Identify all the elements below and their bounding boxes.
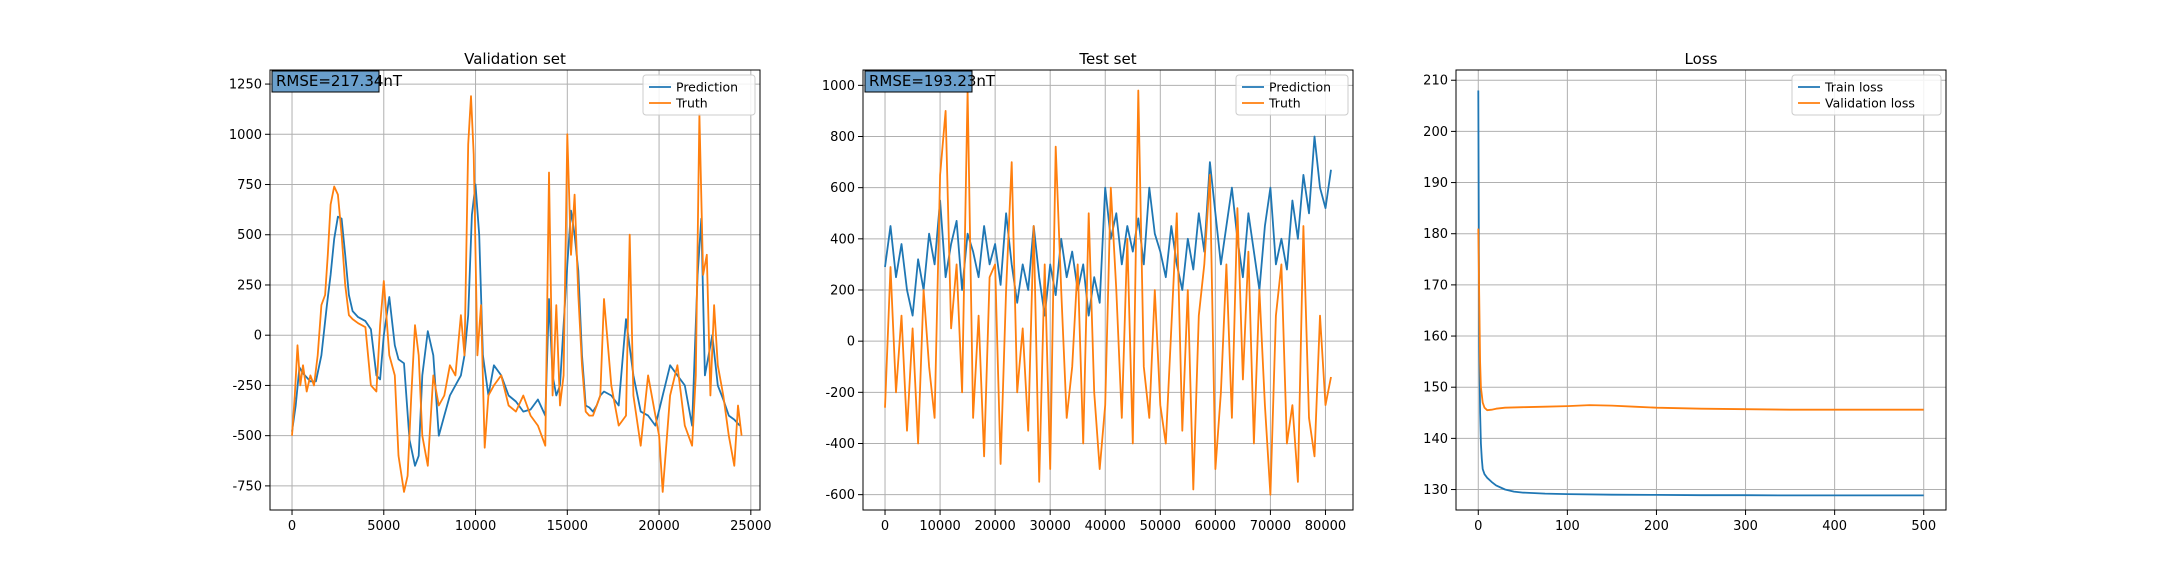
- x-tick-label: 80000: [1305, 519, 1346, 534]
- series-line-prediction: [291, 183, 741, 467]
- series-line-validation-loss: [1477, 228, 1924, 412]
- x-tick-label: 25000: [730, 519, 771, 534]
- y-tick-label: 170: [1423, 278, 1448, 293]
- y-tick-label: 750: [237, 178, 262, 193]
- y-tick-label: -400: [825, 437, 855, 452]
- x-tick-label: 50000: [1140, 519, 1181, 534]
- y-tick-label: 130: [1423, 483, 1448, 498]
- y-tick-label: 210: [1423, 74, 1448, 89]
- y-tick-label: 1000: [229, 128, 262, 143]
- x-tick-label: 30000: [1030, 519, 1071, 534]
- x-tick-label: 15000: [547, 519, 588, 534]
- y-tick-label: 1000: [822, 79, 855, 94]
- subplot-2: 0 10000 20000 30000 40000 50000 60000 70000 8000…: [822, 50, 1354, 534]
- y-tick-label: 140: [1423, 432, 1448, 447]
- legend-box: [642, 74, 756, 116]
- legend-label: Train loss: [1824, 80, 1883, 95]
- x-tick-label: 0: [288, 519, 296, 534]
- rmse-box: [271, 70, 380, 93]
- x-tick-label: 500: [1911, 519, 1936, 534]
- y-tick-label: 0: [254, 329, 262, 344]
- y-tick-label: -200: [825, 386, 855, 401]
- y-tick-label: -500: [232, 429, 262, 444]
- axes-frame: [269, 69, 761, 511]
- y-tick-label: 0: [847, 335, 855, 350]
- x-tick-label: 60000: [1195, 519, 1236, 534]
- x-tick-label: 20000: [638, 519, 679, 534]
- axes-frame: [1455, 69, 1947, 511]
- y-tick-label: 150: [1423, 381, 1448, 396]
- y-tick-label: 180: [1423, 227, 1448, 242]
- y-tick-label: -600: [825, 488, 855, 503]
- x-tick-label: 100: [1555, 519, 1580, 534]
- rmse-label: RMSE=217.34nT: [276, 72, 403, 90]
- subplot-3: 0 100 200 300 400 500 130 140 150 160 170 180 190 200…: [1423, 50, 1947, 534]
- chart-title: Validation set: [464, 50, 566, 68]
- y-tick-label: 200: [1423, 125, 1448, 140]
- y-tick-label: -250: [232, 379, 262, 394]
- subplot-1: 0 5000 10000 15000 20000 25000 -750 -500 -250 0 25…: [229, 50, 772, 534]
- x-tick-label: 200: [1644, 519, 1669, 534]
- legend-label: Truth: [1268, 96, 1301, 111]
- series-line-prediction: [884, 135, 1332, 317]
- x-tick-label: 10000: [919, 519, 960, 534]
- chart-title: Test set: [1078, 50, 1136, 68]
- x-tick-label: 40000: [1085, 519, 1126, 534]
- series-line-truth: [291, 95, 743, 493]
- legend-label: Prediction: [676, 80, 738, 95]
- y-tick-label: 500: [237, 228, 262, 243]
- x-tick-label: 5000: [367, 519, 400, 534]
- x-tick-label: 400: [1822, 519, 1847, 534]
- x-tick-label: 70000: [1250, 519, 1291, 534]
- legend-label: Truth: [675, 96, 708, 111]
- legend-label: Prediction: [1269, 80, 1331, 95]
- y-tick-label: 400: [830, 232, 855, 247]
- x-tick-label: 0: [881, 519, 889, 534]
- rmse-label: RMSE=193.23nT: [869, 72, 996, 90]
- x-tick-label: 300: [1733, 519, 1758, 534]
- x-tick-label: 20000: [974, 519, 1015, 534]
- x-tick-label: 10000: [455, 519, 496, 534]
- y-tick-label: 600: [830, 181, 855, 196]
- series-line-train-loss: [1477, 90, 1924, 497]
- chart-title: Loss: [1685, 50, 1718, 68]
- y-tick-label: 200: [830, 284, 855, 299]
- legend-label: Validation loss: [1825, 96, 1915, 111]
- y-tick-label: 250: [237, 278, 262, 293]
- y-tick-label: 190: [1423, 176, 1448, 191]
- series-line-truth: [884, 89, 1332, 496]
- legend-box: [1235, 74, 1349, 116]
- y-tick-label: -750: [232, 479, 262, 494]
- legend-box: [1791, 74, 1942, 116]
- y-tick-label: 1250: [229, 78, 262, 93]
- x-tick-label: 0: [1474, 519, 1482, 534]
- rmse-box: [864, 70, 973, 93]
- y-tick-label: 160: [1423, 330, 1448, 345]
- y-tick-label: 800: [830, 130, 855, 145]
